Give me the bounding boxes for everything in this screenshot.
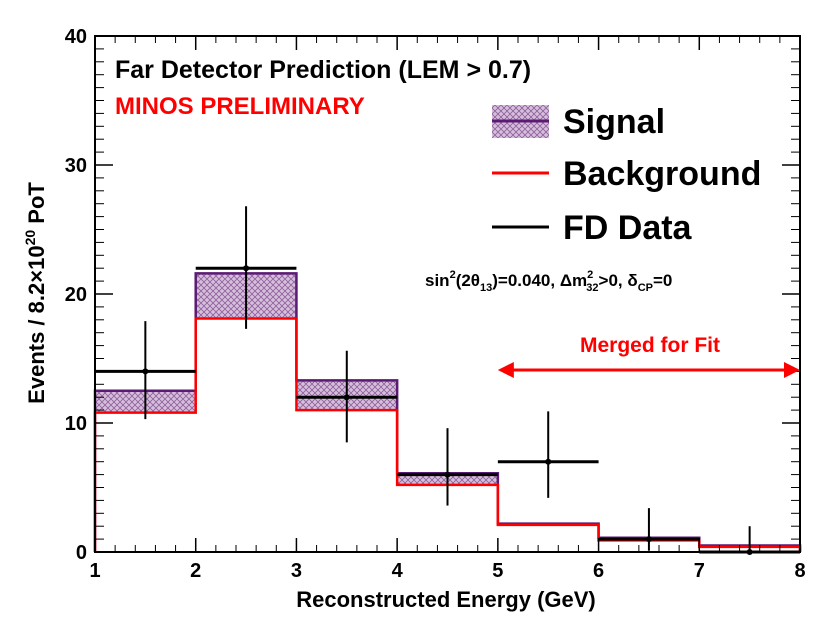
data-point-marker bbox=[645, 536, 652, 543]
x-axis-label: Reconstructed Energy (GeV) bbox=[296, 587, 596, 612]
y-axis-label: Events / 8.2×1020 PoT bbox=[22, 182, 49, 404]
data-point-marker bbox=[545, 458, 552, 465]
chart-title: Far Detector Prediction (LEM > 0.7) bbox=[115, 56, 531, 84]
data-point-marker bbox=[142, 368, 149, 375]
merged-arrow-right-head bbox=[784, 362, 800, 378]
data-point bbox=[497, 411, 599, 498]
y-tick-label: 20 bbox=[65, 284, 87, 306]
legend-item-background: Background bbox=[492, 155, 761, 193]
y-tick-label: 0 bbox=[76, 542, 87, 564]
merged-arrow-left-head bbox=[497, 362, 514, 378]
x-tick-label: 8 bbox=[794, 560, 805, 582]
data-point bbox=[397, 428, 498, 506]
data-point-marker bbox=[243, 265, 250, 272]
x-tick-label: 1 bbox=[89, 560, 100, 582]
x-tick-label: 7 bbox=[694, 560, 705, 582]
oscillation-parameters: sin2(2θ13)=0.040, Δm2 32>0, δCP=0 bbox=[425, 269, 672, 294]
y-tick-label: 10 bbox=[65, 413, 87, 435]
data-point-marker bbox=[343, 394, 350, 401]
y-tick-label: 30 bbox=[65, 155, 87, 177]
legend-item-signal: Signal bbox=[492, 103, 665, 141]
y-tick-label: 40 bbox=[65, 26, 87, 48]
legend-fd-data-label: FD Data bbox=[563, 209, 693, 247]
data-point bbox=[598, 508, 700, 551]
x-tick-label: 5 bbox=[492, 560, 503, 582]
legend-background-label: Background bbox=[563, 155, 761, 193]
legend-signal-label: Signal bbox=[563, 103, 665, 141]
preliminary-label: MINOS PRELIMINARY bbox=[115, 93, 365, 120]
x-tick-label: 3 bbox=[291, 560, 302, 582]
merged-for-fit-arrow bbox=[497, 362, 800, 378]
x-tick-label: 2 bbox=[190, 560, 201, 582]
legend: Signal Background FD Data bbox=[492, 103, 761, 247]
data-point bbox=[195, 206, 297, 329]
merged-for-fit-label: Merged for Fit bbox=[580, 334, 720, 357]
data-point bbox=[95, 321, 196, 420]
data-point-marker bbox=[444, 471, 451, 478]
legend-item-fd-data: FD Data bbox=[492, 209, 693, 247]
x-tick-label: 6 bbox=[593, 560, 604, 582]
plot-area: 1 2 3 4 5 6 7 8 0 10 20 30 40 bbox=[65, 26, 806, 582]
merged-for-fit-annotation: Merged for Fit bbox=[497, 334, 800, 378]
data-point bbox=[296, 350, 398, 443]
x-tick-label: 4 bbox=[392, 560, 404, 582]
